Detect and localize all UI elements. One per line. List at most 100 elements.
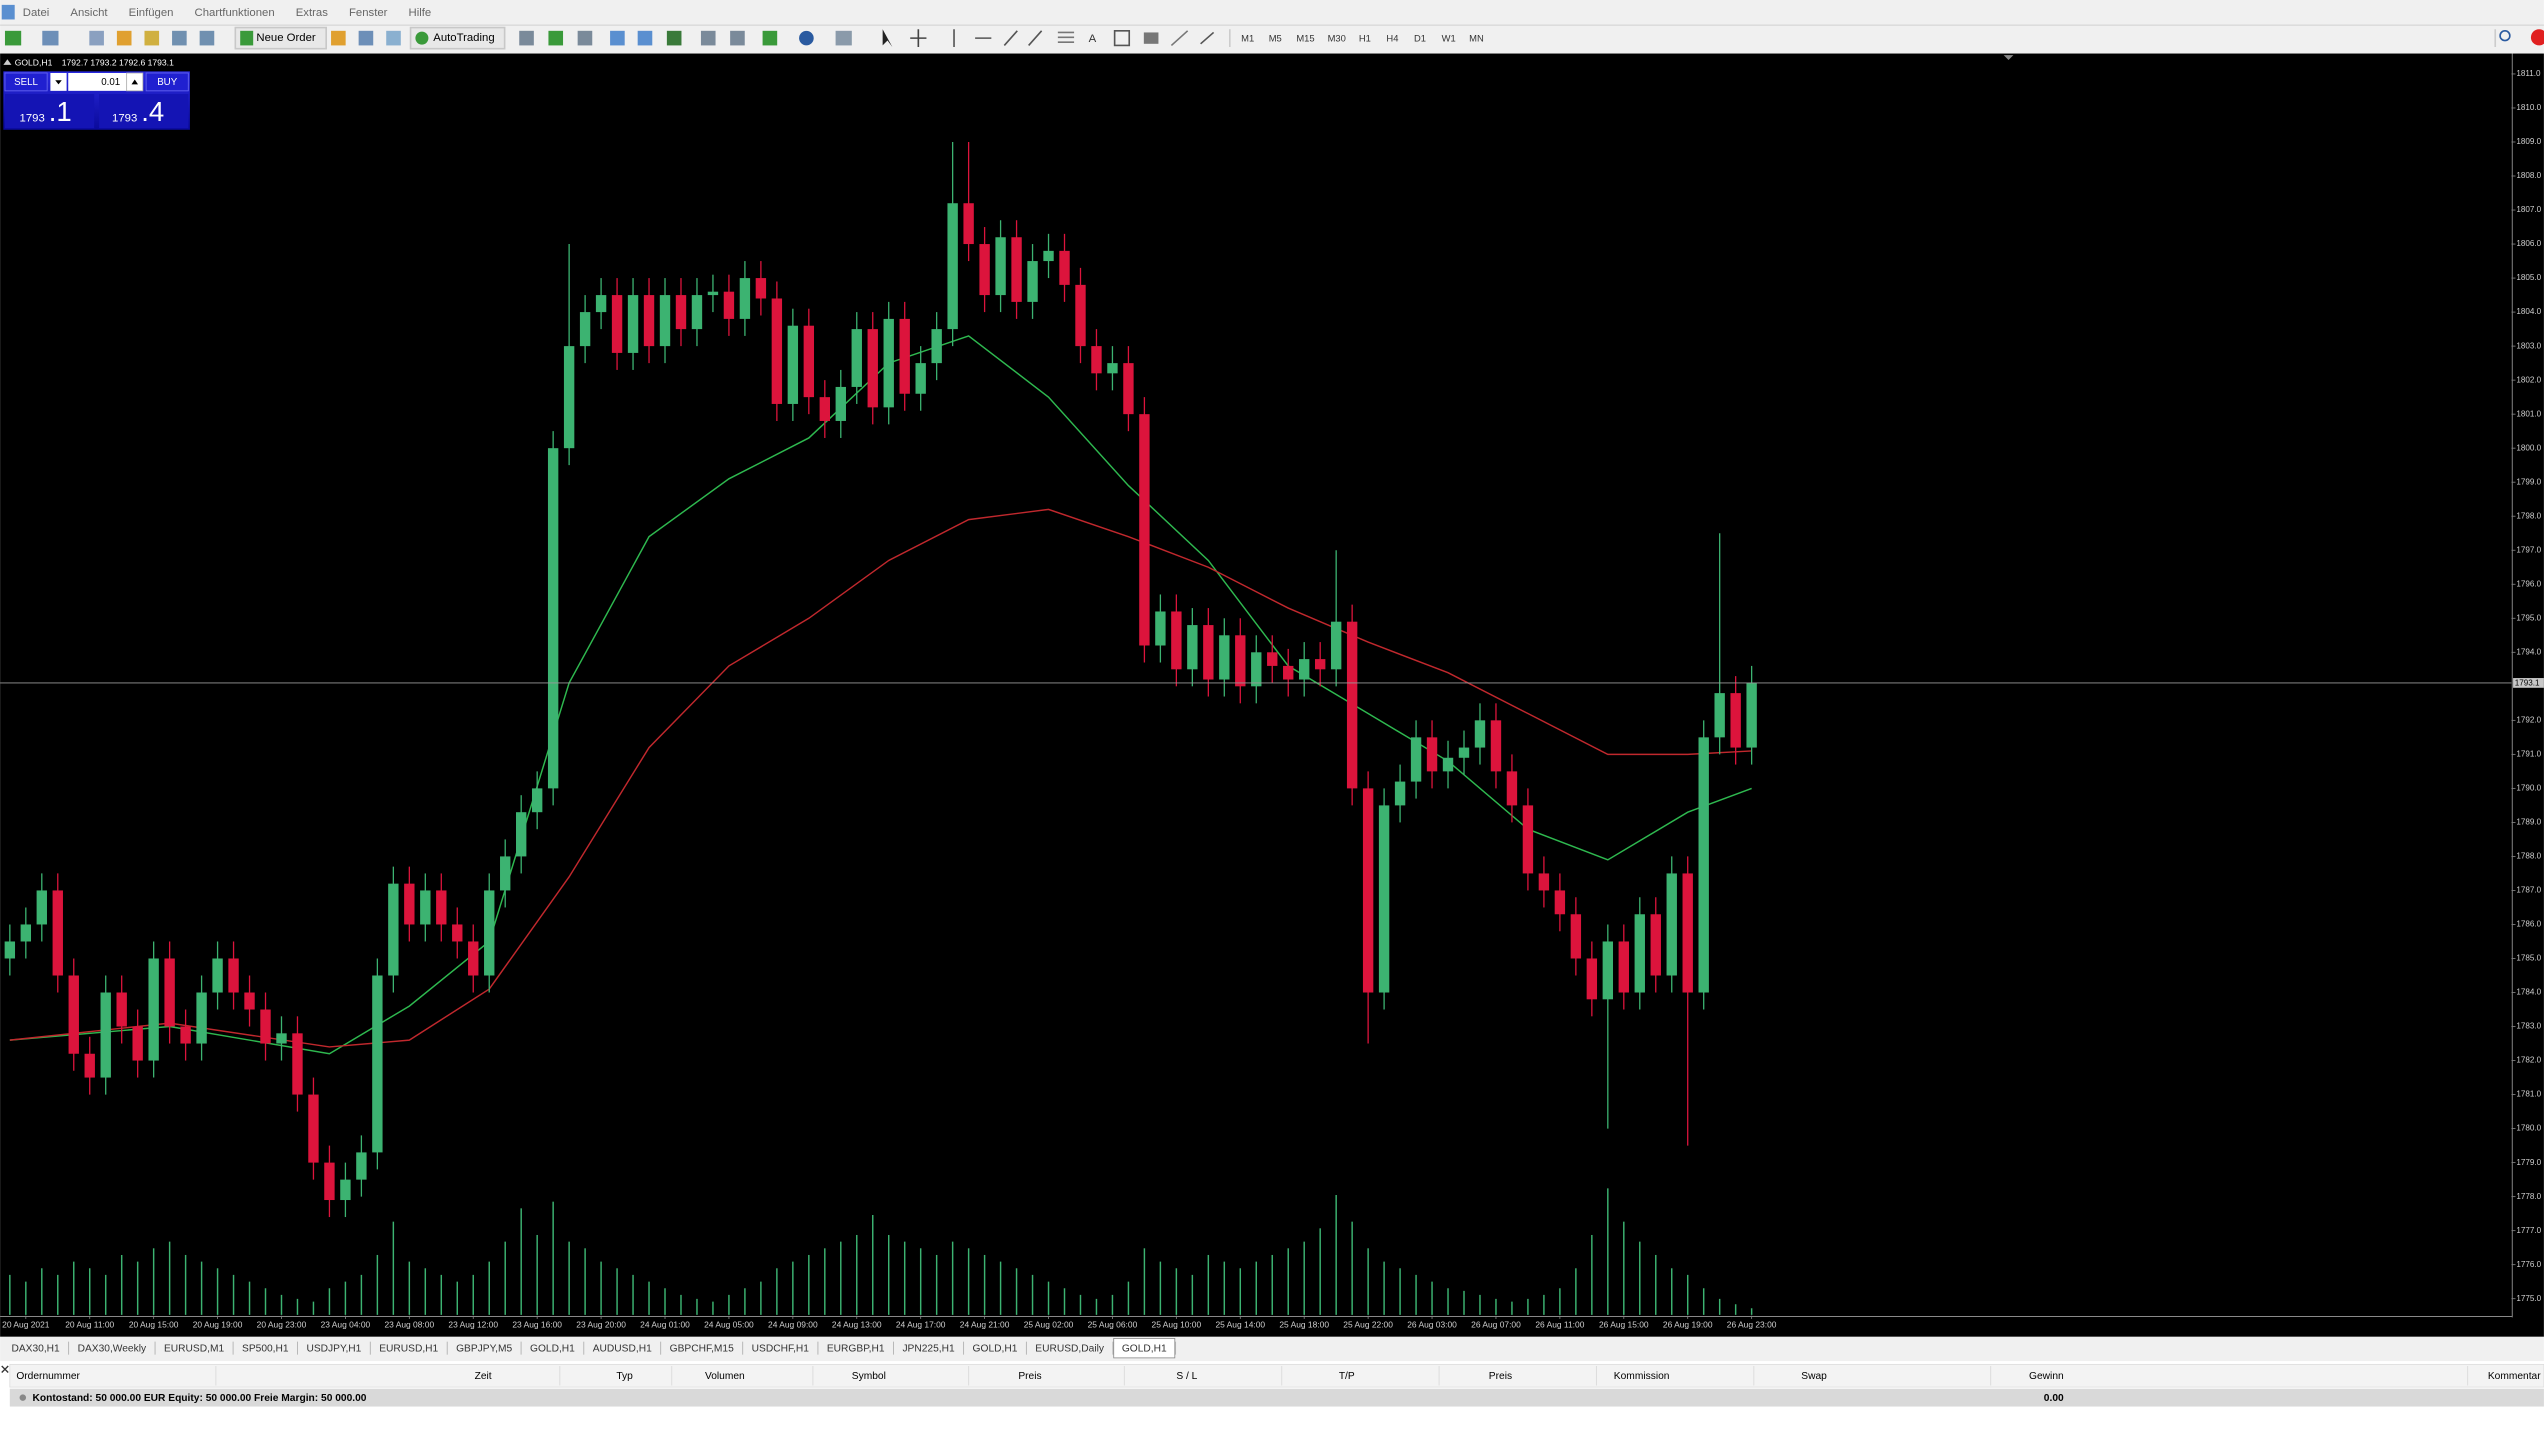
column-header[interactable]: Preis: [1018, 1371, 1041, 1382]
tool-icon[interactable]: [116, 30, 132, 46]
column-header[interactable]: Preis: [1489, 1371, 1512, 1382]
candle-body: [1538, 873, 1550, 891]
new-order-button[interactable]: [234, 26, 327, 50]
alert-icon[interactable]: [2530, 29, 2544, 46]
chart-tab[interactable]: [69, 1338, 155, 1358]
tool-icon[interactable]: [4, 30, 22, 46]
chart-tab[interactable]: [298, 1338, 370, 1358]
column-header[interactable]: Kommission: [1614, 1371, 1670, 1382]
chart-tab[interactable]: [371, 1338, 447, 1358]
menu-item[interactable]: Extras: [296, 7, 328, 19]
menu-item[interactable]: Chartfunktionen: [195, 7, 275, 19]
candle-body: [1075, 284, 1086, 347]
tool-icon[interactable]: [331, 30, 346, 46]
column-header[interactable]: S / L: [1176, 1371, 1197, 1382]
column-header[interactable]: Volumen: [705, 1371, 745, 1382]
tool-icon[interactable]: [577, 30, 593, 46]
tool-icon[interactable]: [199, 30, 215, 46]
fibo-tool[interactable]: [1057, 31, 1075, 43]
label-tool[interactable]: [1113, 30, 1131, 47]
column-header[interactable]: T/P: [1339, 1371, 1355, 1382]
search-icon[interactable]: [2499, 30, 2511, 42]
tool-icon: [240, 30, 254, 46]
tool-icon[interactable]: [42, 30, 59, 46]
tool-icon[interactable]: [172, 30, 187, 46]
candle-body: [260, 1009, 271, 1044]
tool-icon[interactable]: [1170, 30, 1189, 47]
column-header[interactable]: Ordernummer: [16, 1371, 80, 1382]
crosshair-tool[interactable]: [910, 29, 927, 48]
timeframe-button[interactable]: MN: [1469, 32, 1484, 43]
chart-tab[interactable]: [3, 1338, 68, 1358]
profit-total: 0.00: [2044, 1393, 2064, 1404]
candle-body: [611, 295, 623, 353]
buy-button[interactable]: [145, 72, 189, 92]
candle-body: [1634, 914, 1645, 993]
timeframe-button[interactable]: M1: [1241, 32, 1254, 43]
chart-tab[interactable]: [447, 1338, 521, 1358]
arrow-tool[interactable]: [1143, 32, 1159, 44]
tool-icon[interactable]: [519, 30, 534, 46]
chart-tab[interactable]: [894, 1338, 963, 1358]
bid-box[interactable]: [4, 94, 95, 129]
lot-input[interactable]: [68, 73, 127, 91]
timeframe-button[interactable]: M5: [1269, 32, 1282, 43]
tool-icon[interactable]: [637, 30, 653, 46]
tool-icon[interactable]: [835, 30, 852, 46]
tool-icon[interactable]: [358, 30, 374, 46]
menu-item[interactable]: Datei: [23, 7, 49, 19]
timeframe-button[interactable]: M15: [1296, 32, 1314, 43]
candle-body: [36, 890, 47, 925]
tool-icon[interactable]: [666, 30, 682, 46]
menu-item[interactable]: Ansicht: [70, 7, 108, 19]
chart-tab[interactable]: [743, 1338, 818, 1358]
column-header[interactable]: Swap: [1801, 1371, 1827, 1382]
ask-box[interactable]: [99, 94, 189, 129]
column-header[interactable]: Kommentar: [2488, 1371, 2541, 1382]
candle-body: [68, 975, 79, 1054]
timeframe-button[interactable]: D1: [1414, 32, 1426, 43]
column-header[interactable]: Zeit: [475, 1371, 492, 1382]
x-tick-label: 26 Aug 19:00: [1663, 1320, 1713, 1330]
x-tick-label: 25 Aug 14:00: [1215, 1320, 1265, 1330]
menu-item[interactable]: Hilfe: [409, 7, 432, 19]
tool-icon[interactable]: [144, 30, 160, 46]
autotrading-button[interactable]: [409, 26, 506, 50]
chart-tab[interactable]: [964, 1338, 1026, 1358]
tool-icon[interactable]: [548, 30, 564, 46]
chart-tab-label: GOLD,H1: [530, 1343, 575, 1354]
chart-tab-label: USDCHF,H1: [752, 1343, 810, 1354]
line-tools[interactable]: [953, 29, 1043, 48]
tool-icon[interactable]: [700, 30, 716, 46]
chart-tab[interactable]: [584, 1338, 660, 1358]
tool-icon[interactable]: [1200, 31, 1215, 45]
chart-tab[interactable]: [661, 1338, 742, 1358]
timeframe-button[interactable]: M30: [1328, 32, 1346, 43]
menu-item[interactable]: Fenster: [349, 7, 388, 19]
tool-icon[interactable]: [730, 30, 745, 46]
chart-tab[interactable]: [1113, 1338, 1176, 1359]
chart-tab[interactable]: [818, 1338, 893, 1358]
text-tool-icon[interactable]: A: [1089, 33, 1097, 45]
candle-body: [819, 397, 830, 421]
chart-tab[interactable]: [233, 1338, 297, 1358]
candle-body: [324, 1162, 335, 1201]
tool-icon[interactable]: [762, 30, 778, 46]
chart-tab[interactable]: [155, 1338, 233, 1358]
chart-tab[interactable]: [1027, 1338, 1113, 1358]
timeframe-button[interactable]: W1: [1442, 32, 1456, 43]
tool-icon[interactable]: [89, 30, 104, 46]
sell-button[interactable]: [4, 72, 48, 92]
timeframe-button[interactable]: H1: [1359, 32, 1371, 43]
tool-icon[interactable]: [799, 30, 814, 46]
column-header[interactable]: Gewinn: [2029, 1371, 2064, 1382]
terminal-close[interactable]: [1, 1365, 9, 1373]
column-header[interactable]: Typ: [616, 1371, 633, 1382]
menu-item[interactable]: Einfügen: [129, 7, 174, 19]
timeframe-button[interactable]: H4: [1386, 32, 1398, 43]
y-tick-label: 1796.0: [2516, 579, 2541, 588]
tool-icon[interactable]: [386, 30, 401, 46]
chart-tab[interactable]: [521, 1338, 583, 1358]
tool-icon[interactable]: [610, 30, 625, 46]
column-header[interactable]: Symbol: [852, 1371, 886, 1382]
